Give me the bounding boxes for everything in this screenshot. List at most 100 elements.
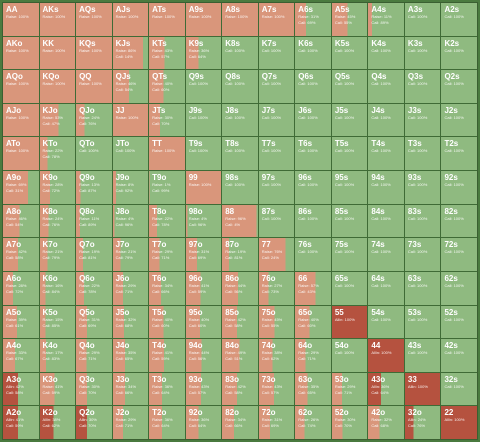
hand-cell-65s[interactable]: 65s Call: 100% [331,271,368,305]
hand-cell-a7o[interactable]: A7o Raise: 42% Call: 58% [3,238,39,271]
hand-cell-j9o[interactable]: J9o Raise: 8% Call: 92% [112,171,149,204]
hand-cell-t5s[interactable]: T5s Call: 100% [331,137,368,171]
hand-cell-ajo[interactable]: AJo Raise: 100% [3,103,39,137]
hand-cell-ako[interactable]: AKo Raise: 100% [3,36,39,70]
hand-cell-a4o[interactable]: A4o Raise: 33% Call: 67% [3,339,39,372]
hand-cell-32o[interactable]: 32o Allin: 24% Call: 76% [404,406,441,439]
hand-cell-k2s[interactable]: K2s Call: 100% [441,36,477,70]
hand-cell-j5o[interactable]: J5o Raise: 32% Call: 68% [112,305,149,339]
hand-cell-97o[interactable]: 97o Raise: 31% Call: 69% [185,238,222,271]
hand-cell-73o[interactable]: 73o Raise: 43% Call: 57% [258,372,295,406]
hand-cell-k9o[interactable]: K9o Raise: 28% Call: 72% [39,171,76,204]
hand-cell-92s[interactable]: 92s Call: 100% [441,171,477,204]
hand-cell-t4o[interactable]: T4o Raise: 41% Call: 59% [149,339,185,372]
hand-cell-j9s[interactable]: J9s Call: 100% [185,103,222,137]
hand-cell-tt[interactable]: TT Raise: 100% [149,137,185,171]
hand-cell-q4s[interactable]: Q4s Call: 100% [368,70,404,103]
hand-cell-t2s[interactable]: T2s Call: 100% [441,137,477,171]
hand-cell-j7o[interactable]: J7o Raise: 21% Call: 79% [112,238,149,271]
hand-cell-62s[interactable]: 62s Call: 100% [441,271,477,305]
hand-cell-k3s[interactable]: K3s Call: 100% [404,36,441,70]
hand-cell-q8s[interactable]: Q8s Call: 100% [222,70,258,103]
hand-cell-77[interactable]: 77 Raise: 76% Call: 24% [258,238,295,271]
hand-cell-a6o[interactable]: A6o Raise: 28% Call: 72% [3,271,39,305]
hand-cell-q2o[interactable]: Q2o Allin: 30% Call: 70% [76,406,112,439]
hand-cell-t7o[interactable]: T7o Raise: 29% Call: 71% [149,238,185,271]
hand-cell-74o[interactable]: 74o Raise: 38% Call: 62% [258,339,295,372]
hand-cell-85s[interactable]: 85s Call: 100% [331,204,368,238]
hand-cell-q9s[interactable]: Q9s Call: 100% [185,70,222,103]
hand-cell-t8o[interactable]: T8o Raise: 22% Call: 78% [149,204,185,238]
hand-cell-a6s[interactable]: A6s Raise: 31% Call: 69% [295,3,331,36]
hand-cell-72o[interactable]: 72o Raise: 31% Call: 69% [258,406,295,439]
hand-cell-k9s[interactable]: K9s Raise: 36% Call: 64% [185,36,222,70]
hand-cell-52o[interactable]: 52o Raise: 30% Call: 70% [331,406,368,439]
hand-cell-42o[interactable]: 42o Raise: 32% Call: 68% [368,406,404,439]
hand-cell-44[interactable]: 44 Allin: 100% [368,339,404,372]
hand-cell-83s[interactable]: 83s Call: 100% [404,204,441,238]
hand-cell-k6s[interactable]: K6s Call: 100% [295,36,331,70]
hand-cell-t6o[interactable]: T6o Raise: 34% Call: 66% [149,271,185,305]
hand-cell-j2s[interactable]: J2s Call: 100% [441,103,477,137]
hand-cell-a3s[interactable]: A3s Call: 100% [404,3,441,36]
hand-cell-j2o[interactable]: J2o Raise: 29% Call: 71% [112,406,149,439]
hand-cell-96o[interactable]: 96o Raise: 41% Call: 59% [185,271,222,305]
hand-cell-54s[interactable]: 54s Call: 100% [368,305,404,339]
hand-cell-99[interactable]: 99 Raise: 100% [185,171,222,204]
hand-cell-jts[interactable]: JTs Raise: 30% Call: 70% [149,103,185,137]
hand-cell-82o[interactable]: 82o Raise: 34% Call: 66% [222,406,258,439]
hand-cell-32s[interactable]: 32s Call: 100% [441,372,477,406]
hand-cell-22[interactable]: 22 Allin: 100% [441,406,477,439]
hand-cell-k5s[interactable]: K5s Call: 100% [331,36,368,70]
hand-cell-qjs[interactable]: QJs Raise: 46% Call: 54% [112,70,149,103]
hand-cell-k4o[interactable]: K4o Raise: 17% Call: 83% [39,339,76,372]
hand-cell-j8s[interactable]: J8s Call: 100% [222,103,258,137]
hand-cell-42s[interactable]: 42s Call: 100% [441,339,477,372]
hand-cell-64s[interactable]: 64s Call: 100% [368,271,404,305]
hand-cell-86o[interactable]: 86o Raise: 44% Call: 56% [222,271,258,305]
hand-cell-a2s[interactable]: A2s Call: 100% [441,3,477,36]
hand-cell-54o[interactable]: 54o Call: 100% [331,339,368,372]
hand-cell-62o[interactable]: 62o Raise: 26% Call: 74% [295,406,331,439]
hand-cell-q4o[interactable]: Q4o Raise: 29% Call: 71% [76,339,112,372]
hand-cell-t3s[interactable]: T3s Call: 100% [404,137,441,171]
hand-cell-a2o[interactable]: A2o Allin: 41% Call: 59% [3,406,39,439]
hand-cell-j3s[interactable]: J3s Call: 100% [404,103,441,137]
hand-cell-aks[interactable]: AKs Raise: 100% [39,3,76,36]
hand-cell-87o[interactable]: 87o Raise: 19% Call: 81% [222,238,258,271]
hand-cell-a9o[interactable]: A9o Raise: 69% Call: 31% [3,171,39,204]
hand-cell-53s[interactable]: 53s Call: 100% [404,305,441,339]
hand-cell-kjs[interactable]: KJs Raise: 86% Call: 14% [112,36,149,70]
hand-cell-aa[interactable]: AA Raise: 100% [3,3,39,36]
hand-cell-kqs[interactable]: KQs Raise: 100% [76,36,112,70]
hand-cell-95s[interactable]: 95s Call: 100% [331,171,368,204]
hand-cell-q8o[interactable]: Q8o Raise: 11% Call: 89% [76,204,112,238]
hand-cell-64o[interactable]: 64o Raise: 29% Call: 71% [295,339,331,372]
hand-cell-qto[interactable]: QTo Call: 100% [76,137,112,171]
hand-cell-q7o[interactable]: Q7o Raise: 19% Call: 81% [76,238,112,271]
hand-cell-63s[interactable]: 63s Call: 100% [404,271,441,305]
hand-cell-j4o[interactable]: J4o Raise: 35% Call: 65% [112,339,149,372]
hand-cell-66[interactable]: 66 Raise: 57% Call: 43% [295,271,331,305]
hand-cell-kk[interactable]: KK Raise: 100% [39,36,76,70]
hand-cell-k7s[interactable]: K7s Call: 100% [258,36,295,70]
hand-cell-j7s[interactable]: J7s Call: 100% [258,103,295,137]
hand-cell-q7s[interactable]: Q7s Call: 100% [258,70,295,103]
hand-cell-74s[interactable]: 74s Call: 100% [368,238,404,271]
hand-cell-52s[interactable]: 52s Call: 100% [441,305,477,339]
hand-cell-qts[interactable]: QTs Raise: 40% Call: 60% [149,70,185,103]
hand-cell-a7s[interactable]: A7s Raise: 100% [258,3,295,36]
hand-cell-43o[interactable]: 43o Allin: 36% Call: 64% [368,372,404,406]
hand-cell-t3o[interactable]: T3o Raise: 36% Call: 64% [149,372,185,406]
hand-cell-ato[interactable]: ATo Raise: 100% [3,137,39,171]
hand-cell-85o[interactable]: 85o Raise: 42% Call: 58% [222,305,258,339]
hand-cell-q6s[interactable]: Q6s Call: 100% [295,70,331,103]
hand-cell-qq[interactable]: QQ Raise: 100% [76,70,112,103]
hand-cell-t9o[interactable]: T9o Raise: 1% Call: 99% [149,171,185,204]
hand-cell-q2s[interactable]: Q2s Call: 100% [441,70,477,103]
hand-cell-76o[interactable]: 76o Raise: 27% Call: 73% [258,271,295,305]
hand-cell-94s[interactable]: 94s Call: 100% [368,171,404,204]
hand-cell-kjo[interactable]: KJo Raise: 53% Call: 47% [39,103,76,137]
hand-cell-83o[interactable]: 83o Raise: 42% Call: 58% [222,372,258,406]
hand-cell-a8s[interactable]: A8s Raise: 100% [222,3,258,36]
